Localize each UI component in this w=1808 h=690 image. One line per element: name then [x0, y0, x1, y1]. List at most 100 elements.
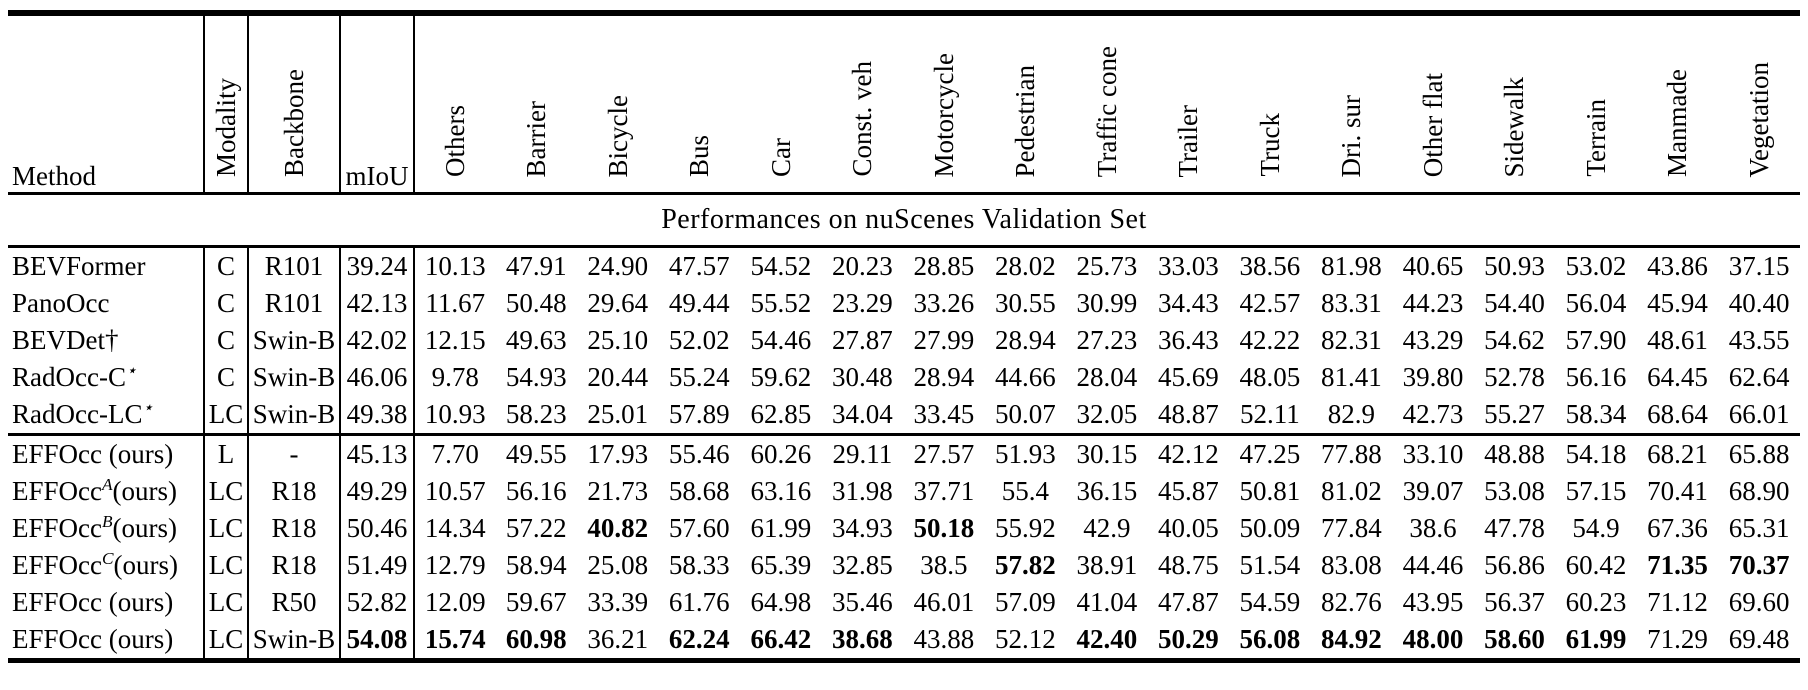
- column-header-label: Pedestrian: [1010, 64, 1041, 177]
- value-cell: 53.08: [1484, 476, 1545, 506]
- method-suffix: (ours): [112, 476, 178, 506]
- method-suffix: (ours): [112, 513, 178, 543]
- miou-cell: 42.13: [340, 285, 415, 322]
- table-header: Method Modality Backbone mIoU Others Barrier B…: [8, 13, 1800, 195]
- value-cell: 81.02: [1321, 476, 1382, 506]
- value-cell: 54.59: [1239, 587, 1301, 617]
- value-cell: 25.73: [1076, 251, 1138, 281]
- column-header-other-flat: Other flat: [1392, 13, 1474, 195]
- column-header-vegetation: Vegetation: [1718, 13, 1800, 195]
- backbone-cell: Swin-B: [248, 322, 341, 359]
- modality-cell: LC: [204, 584, 249, 621]
- column-header-label: Const. veh: [847, 61, 878, 177]
- column-header-manmade: Manmade: [1636, 13, 1719, 195]
- method-name: EFFOcc: [12, 550, 102, 580]
- value-cell: 48.61: [1647, 325, 1708, 355]
- value-cell: 45.87: [1158, 476, 1219, 506]
- value-cell: 69.48: [1728, 624, 1790, 654]
- value-cell: 36.15: [1076, 476, 1138, 506]
- backbone-cell: Swin-B: [248, 396, 341, 435]
- value-cell: 68.64: [1647, 399, 1708, 429]
- value-cell: 47.78: [1484, 513, 1545, 543]
- backbone-cell: R101: [248, 246, 341, 285]
- backbone-cell: -: [248, 434, 341, 473]
- value-cell: 62.85: [750, 399, 812, 429]
- method-superscript: B: [102, 512, 113, 531]
- value-cell: 9.78: [431, 362, 479, 392]
- value-cell: 7.70: [431, 439, 479, 469]
- value-cell: 43.55: [1728, 325, 1790, 355]
- value-cell: 17.93: [587, 439, 649, 469]
- value-cell: 55.4: [1001, 476, 1049, 506]
- modality-cell: C: [204, 285, 249, 322]
- value-cell: 38.56: [1239, 251, 1301, 281]
- value-cell: 58.23: [505, 399, 567, 429]
- value-cell: 15.74: [424, 624, 486, 654]
- value-cell: 66.01: [1728, 399, 1790, 429]
- value-cell: 51.54: [1239, 550, 1301, 580]
- value-cell: 34.93: [831, 513, 893, 543]
- value-cell: 67.36: [1647, 513, 1708, 543]
- value-cell: 33.39: [587, 587, 649, 617]
- value-cell: 32.05: [1076, 399, 1138, 429]
- value-cell: 54.46: [750, 325, 812, 355]
- value-cell: 58.68: [668, 476, 730, 506]
- column-header-motorcycle: Motorcycle: [903, 13, 985, 195]
- method-cell: EFFOccC(ours): [8, 547, 205, 584]
- value-cell: 42.57: [1239, 288, 1301, 318]
- value-cell: 42.22: [1239, 325, 1301, 355]
- value-cell: 28.02: [994, 251, 1056, 281]
- column-header-label: Truck: [1254, 113, 1285, 177]
- value-cell: 33.03: [1158, 251, 1219, 281]
- table-row: EFFOccC(ours) LC R18 51.49 12.79 58.94 25.08 58…: [8, 547, 1800, 584]
- value-cell: 14.34: [424, 513, 486, 543]
- method-cell: EFFOcc (ours): [8, 621, 205, 661]
- method-name: PanoOcc: [12, 288, 110, 318]
- backbone-cell: Swin-B: [248, 359, 341, 396]
- value-cell: 48.00: [1402, 624, 1464, 654]
- value-cell: 84.92: [1321, 624, 1382, 654]
- value-cell: 43.86: [1647, 251, 1708, 281]
- value-cell: 49.63: [505, 325, 567, 355]
- value-cell: 45.69: [1158, 362, 1219, 392]
- method-superscript: A: [102, 475, 113, 494]
- column-header-bus: Bus: [658, 13, 741, 195]
- column-header-car: Car: [740, 13, 822, 195]
- value-cell: 58.94: [505, 550, 567, 580]
- method-superscript: ⋆: [125, 361, 137, 380]
- ours-methods-group: EFFOcc (ours) L -45.13 7.70 49.55 17.93 55.46 6…: [8, 434, 1800, 661]
- value-cell: 36.43: [1158, 325, 1219, 355]
- value-cell: 38.91: [1076, 550, 1138, 580]
- value-cell: 37.15: [1728, 251, 1790, 281]
- value-cell: 34.04: [831, 399, 893, 429]
- value-cell: 52.11: [1240, 399, 1300, 429]
- value-cell: 33.10: [1402, 439, 1464, 469]
- column-header-pedestrian: Pedestrian: [984, 13, 1067, 195]
- value-cell: 69.60: [1728, 587, 1790, 617]
- value-cell: 34.43: [1158, 288, 1219, 318]
- value-cell: 50.09: [1239, 513, 1301, 543]
- column-header-dri-sur: Dri. sur: [1310, 13, 1393, 195]
- value-cell: 83.31: [1321, 288, 1382, 318]
- value-cell: 50.07: [994, 399, 1056, 429]
- value-cell: 56.16: [1565, 362, 1627, 392]
- column-header-label: Terrain: [1580, 99, 1611, 177]
- table-row: EFFOcc (ours) LC R50 52.82 12.09 59.67 33.39 61…: [8, 584, 1800, 621]
- column-header-trailer: Trailer: [1147, 13, 1230, 195]
- value-cell: 49.44: [668, 288, 730, 318]
- value-cell: 47.91: [505, 251, 567, 281]
- column-header-others: Others: [414, 13, 496, 195]
- column-header-modality: Modality: [204, 13, 249, 195]
- value-cell: 63.16: [750, 476, 812, 506]
- value-cell: 70.41: [1647, 476, 1708, 506]
- value-cell: 42.73: [1402, 399, 1464, 429]
- value-cell: 64.45: [1647, 362, 1708, 392]
- modality-cell: LC: [204, 621, 249, 661]
- value-cell: 33.45: [913, 399, 975, 429]
- value-cell: 57.82: [994, 550, 1056, 580]
- value-cell: 54.18: [1565, 439, 1627, 469]
- modality-cell: C: [204, 322, 249, 359]
- column-header-label: Other flat: [1417, 72, 1448, 177]
- column-header-truck: Truck: [1229, 13, 1311, 195]
- value-cell: 65.39: [750, 550, 812, 580]
